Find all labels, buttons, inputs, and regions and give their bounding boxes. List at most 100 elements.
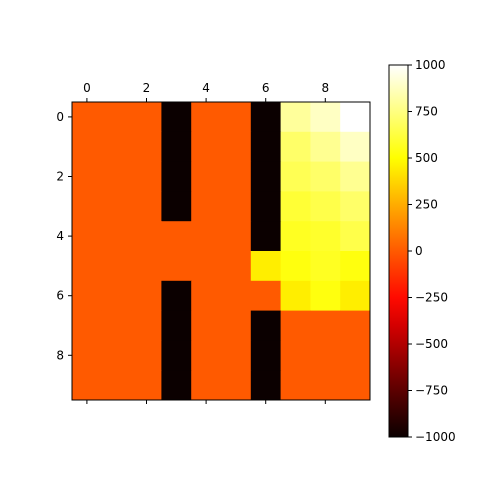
heatmap-cell: [340, 131, 371, 163]
heatmap-cell: [310, 251, 341, 282]
heatmap-cell: [340, 310, 371, 341]
heatmap-cell: [340, 370, 371, 401]
heatmap-cell: [280, 191, 311, 222]
heatmap-cell: [131, 221, 162, 252]
heatmap-cells: [72, 102, 371, 401]
x-tick-label: 2: [143, 81, 151, 95]
y-tick-label: 8: [56, 348, 64, 362]
heatmap-cell: [221, 370, 252, 401]
heatmap-cell: [161, 221, 192, 252]
heatmap-cell: [72, 310, 103, 341]
heatmap-cell: [101, 161, 133, 192]
heatmap-cell: [191, 251, 222, 282]
heatmap-cell: [310, 340, 341, 371]
y-axis-ticks: 0 2 4 6 8: [56, 110, 72, 362]
colorbar-tick-label: −500: [415, 337, 448, 351]
heatmap-cell: [340, 251, 371, 282]
heatmap-cell: [250, 161, 282, 192]
heatmap-cell: [280, 370, 311, 401]
x-tick-label: 6: [262, 81, 270, 95]
plot-frame: [71, 101, 371, 401]
heatmap-cell: [131, 161, 162, 192]
heatmap-cell: [72, 370, 103, 401]
heatmap-cell: [131, 310, 162, 341]
heatmap-cell: [101, 102, 133, 133]
heatmap-cell: [161, 280, 192, 312]
heatmap-cell: [250, 370, 282, 401]
heatmap-cell: [280, 280, 311, 312]
colorbar-tick-label: −750: [415, 384, 448, 398]
heatmap-cell: [72, 131, 103, 163]
colorbar: [389, 65, 408, 437]
heatmap-cell: [191, 161, 222, 192]
y-tick-label: 0: [56, 110, 64, 124]
heatmap-cell: [280, 221, 311, 252]
colorbar-tick-label: 1000: [415, 58, 446, 72]
heatmap-cell: [310, 131, 341, 163]
heatmap-cell: [191, 280, 222, 312]
heatmap-cell: [191, 131, 222, 163]
heatmap-cell: [161, 102, 192, 133]
heatmap-cell: [191, 221, 222, 252]
y-tick-label: 4: [56, 229, 64, 243]
heatmap-cell: [310, 370, 341, 401]
heatmap-cell: [191, 370, 222, 401]
heatmap-cell: [101, 251, 133, 282]
heatmap-cell: [191, 191, 222, 222]
heatmap-cell: [250, 131, 282, 163]
heatmap-cell: [72, 191, 103, 222]
heatmap-cell: [340, 280, 371, 312]
heatmap-cell: [191, 102, 222, 133]
heatmap-cell: [131, 191, 162, 222]
colorbar-tick-label: 250: [415, 198, 438, 212]
heatmap-cell: [250, 191, 282, 222]
heatmap-cell: [221, 251, 252, 282]
heatmap-cell: [310, 102, 341, 133]
colorbar-tick-label: −1000: [415, 430, 456, 444]
heatmap-cell: [221, 340, 252, 371]
heatmap-cell: [310, 161, 341, 192]
x-tick-label: 0: [83, 81, 91, 95]
heatmap-cell: [101, 131, 133, 163]
heatmap-cell: [310, 310, 341, 341]
heatmap-cell: [280, 131, 311, 163]
heatmap-cell: [250, 102, 282, 133]
heatmap-cell: [101, 221, 133, 252]
heatmap-cell: [72, 221, 103, 252]
heatmap-cell: [101, 310, 133, 341]
heatmap-cell: [340, 102, 371, 133]
heatmap-cell: [131, 370, 162, 401]
x-tick-label: 4: [202, 81, 210, 95]
heatmap-cell: [161, 340, 192, 371]
heatmap-cell: [340, 191, 371, 222]
heatmap-cell: [161, 251, 192, 282]
heatmap-cell: [221, 221, 252, 252]
heatmap-cell: [161, 161, 192, 192]
heatmap-cell: [131, 280, 162, 312]
heatmap-cell: [72, 340, 103, 371]
x-axis-ticks: 0 2 4 6 8: [83, 81, 329, 404]
colorbar-ticks: 1000 750 500 250 0 −250 −500 −750 −1000: [408, 58, 456, 444]
heatmap-cell: [131, 102, 162, 133]
y-tick-label: 6: [56, 289, 64, 303]
heatmap-cell: [101, 370, 133, 401]
heatmap-cell: [72, 161, 103, 192]
colorbar-tick-label: 500: [415, 151, 438, 165]
heatmap-cell: [72, 102, 103, 133]
colorbar-tick-label: −250: [415, 291, 448, 305]
x-tick-label: 8: [321, 81, 329, 95]
heatmap-cell: [221, 191, 252, 222]
heatmap-cell: [280, 161, 311, 192]
heatmap-cell: [72, 251, 103, 282]
heatmap-cell: [161, 131, 192, 163]
heatmap-cell: [131, 131, 162, 163]
heatmap-cell: [221, 131, 252, 163]
heatmap-cell: [250, 280, 282, 312]
heatmap-cell: [101, 191, 133, 222]
heatmap-cell: [221, 310, 252, 341]
heatmap-cell: [101, 340, 133, 371]
heatmap-cell: [340, 340, 371, 371]
y-tick-label: 2: [56, 170, 64, 184]
heatmap-cell: [131, 340, 162, 371]
